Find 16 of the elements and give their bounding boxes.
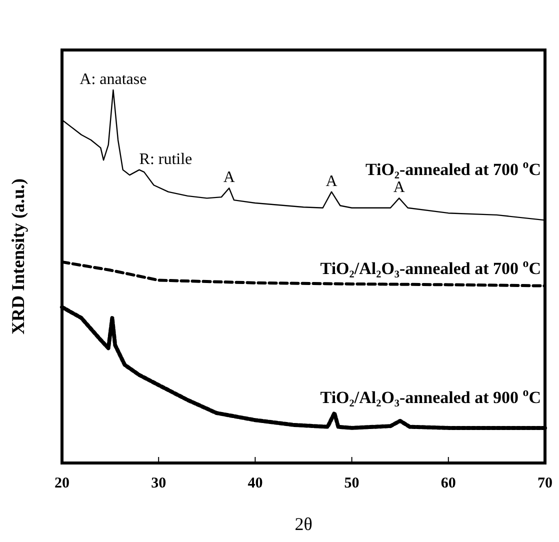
x-tick-label: 50 [344,476,360,492]
series-label: TiO₂-annealed at 700 $^{o}$C [365,157,541,180]
y-axis-title: XRD Intensity (a.u.) [8,178,28,335]
x-tick-label: 60 [440,476,456,492]
series-label: TiO₂/Al₂O₃-annealed at 700 $^{o}$C [320,256,541,278]
annotation: A [223,169,236,186]
x-tick-label: 40 [248,476,263,492]
annotation: A [393,179,406,196]
annotation: A: anatase [80,71,147,88]
x-tick-label: 20 [54,476,70,492]
x-tick-label: 70 [538,476,552,492]
series-label: TiO₂/Al₂O₃-annealed at 900 $^{o}$C [320,385,541,408]
x-axis-title: 2θ [294,514,312,534]
x-tick-label: 30 [151,476,166,492]
annotation: A [326,172,338,190]
annotation: R: rutile [139,150,192,168]
